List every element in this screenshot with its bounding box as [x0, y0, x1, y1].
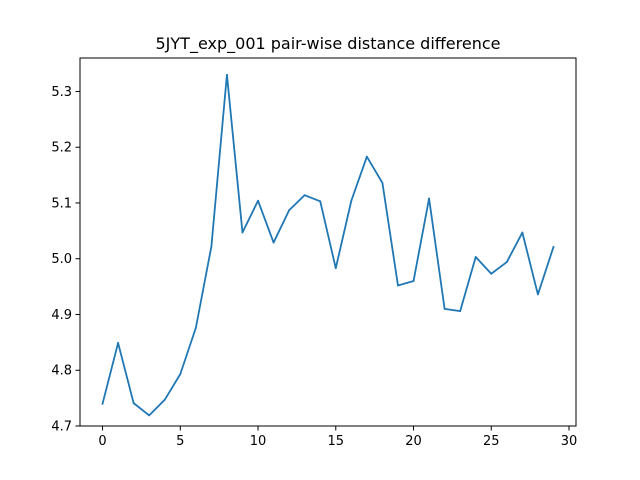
data-point	[132, 402, 135, 405]
data-point	[537, 293, 539, 296]
x-tick-label: 10	[250, 434, 267, 449]
data-point	[194, 326, 197, 329]
data-point	[552, 246, 555, 248]
y-tick-label: 5.2	[51, 141, 72, 156]
data-point	[272, 241, 275, 244]
x-tick-label: 5	[176, 434, 184, 449]
data-point	[505, 261, 508, 263]
series-line-0	[101, 73, 555, 417]
data-point	[397, 284, 399, 287]
data-point	[163, 398, 166, 401]
y-tick-label: 5.1	[51, 196, 72, 211]
x-tick-label: 30	[561, 434, 578, 449]
data-point	[210, 245, 213, 248]
data-point	[334, 267, 337, 270]
data-point	[226, 73, 228, 76]
data-point	[350, 199, 353, 202]
x-tick-label: 0	[98, 434, 106, 449]
data-point	[288, 209, 291, 212]
data-point	[365, 155, 368, 158]
data-point	[490, 272, 493, 275]
data-point	[117, 342, 119, 344]
data-point	[381, 181, 384, 184]
y-tick-label: 5.3	[51, 85, 72, 100]
data-point	[101, 402, 104, 405]
data-point	[428, 197, 430, 200]
y-tick-label: 5.0	[51, 252, 72, 267]
data-point	[241, 231, 244, 234]
data-point	[412, 280, 415, 282]
data-point	[474, 256, 477, 258]
x-tick-label: 25	[483, 434, 500, 449]
data-point	[303, 194, 306, 197]
data-point	[257, 199, 259, 202]
data-point	[179, 373, 182, 376]
chart-title: 5JYT_exp_001 pair-wise distance differen…	[156, 34, 501, 54]
y-tick-label: 4.7	[51, 420, 72, 435]
axes-frame	[79, 57, 577, 427]
data-point	[459, 310, 462, 313]
data-point	[319, 200, 322, 203]
plot-area: 0 5 10 15 20 25 30 4.7 4.8 4.9 5.0 5.1 5.2 5.3	[51, 57, 578, 449]
data-point	[148, 414, 151, 417]
data-point	[443, 308, 446, 310]
y-tick-label: 4.9	[51, 308, 72, 323]
data-point	[521, 231, 524, 234]
y-tick-label: 4.8	[51, 364, 72, 379]
x-tick-label: 20	[405, 434, 422, 449]
x-tick-label: 15	[328, 434, 345, 449]
